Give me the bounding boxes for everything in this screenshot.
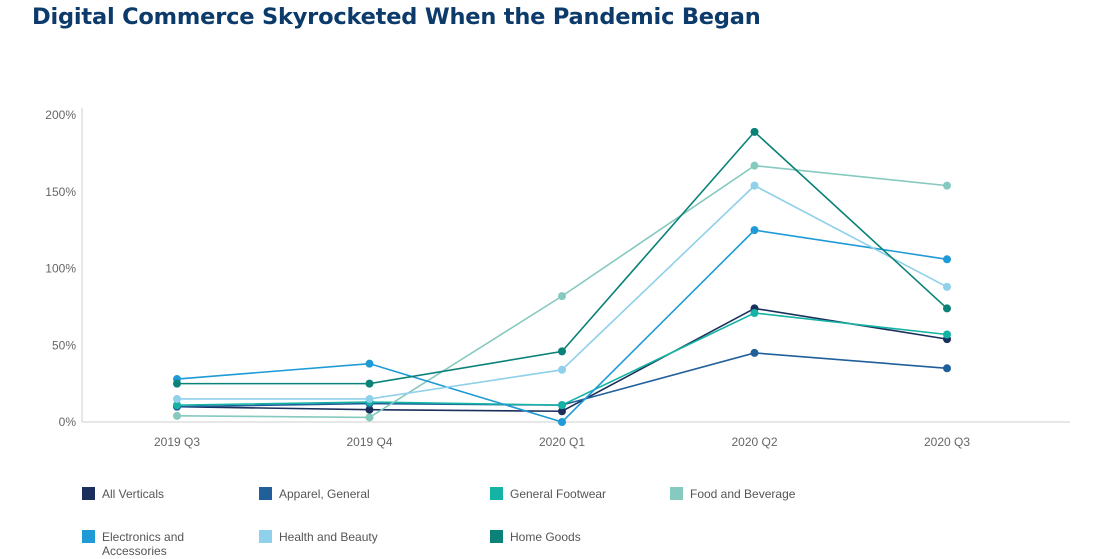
x-tick-label: 2019 Q3: [154, 435, 200, 449]
series-line: [177, 130, 948, 385]
legend-label: Home Goods: [510, 530, 581, 544]
data-point: [365, 413, 374, 422]
legend-item: Food and Beverage: [670, 487, 795, 501]
series-lines: [176, 130, 948, 423]
data-point: [750, 127, 759, 136]
data-point: [558, 401, 566, 410]
legend-swatch: [670, 487, 683, 500]
data-point: [943, 330, 951, 339]
y-tick-label: 0%: [59, 415, 77, 429]
data-point: [943, 364, 951, 373]
legend-label: All Verticals: [102, 487, 165, 501]
data-point: [558, 418, 566, 426]
legend-item: Apparel, General: [259, 487, 370, 501]
data-point: [558, 292, 566, 301]
x-tick-label: 2020 Q1: [539, 435, 585, 449]
legend-swatch: [490, 530, 503, 543]
data-point: [750, 161, 759, 170]
chart-axes: 0% 50% 100% 150% 200% 2019 Q3 2019 Q4 2020 Q1 20…: [45, 108, 1070, 449]
data-point: [558, 407, 566, 416]
legend-swatch: [82, 530, 95, 543]
series-points: [173, 127, 951, 426]
legend-swatch: [259, 530, 272, 543]
legend-item: Electronics and Accessories: [82, 530, 202, 558]
legend-item: General Footwear: [490, 487, 606, 501]
data-point: [750, 309, 759, 318]
y-tick-label: 50%: [52, 338, 76, 352]
legend-swatch: [82, 487, 95, 500]
data-point: [365, 359, 374, 368]
legend-swatch: [259, 487, 272, 500]
data-point: [943, 304, 951, 313]
data-point: [943, 282, 951, 291]
legend-label: Food and Beverage: [690, 487, 796, 501]
data-point: [365, 394, 374, 403]
legend-swatch: [490, 487, 503, 500]
legend-label: Apparel, General: [279, 487, 370, 501]
series-line: [176, 229, 948, 423]
chart-title: Digital Commerce Skyrocketed When the Pa…: [32, 4, 761, 30]
data-point: [750, 181, 759, 190]
legend-label: Electronics and Accessories: [102, 530, 185, 558]
legend-label: Health and Beauty: [279, 530, 378, 544]
data-point: [558, 365, 566, 374]
legend-label: General Footwear: [510, 487, 607, 501]
data-point: [750, 348, 759, 357]
y-tick-label: 200%: [45, 108, 76, 122]
y-tick-label: 100%: [45, 262, 76, 276]
data-point: [173, 411, 181, 420]
legend-item: Health and Beauty: [259, 530, 378, 544]
data-point: [365, 405, 374, 414]
x-tick-label: 2020 Q3: [924, 435, 970, 449]
legend-item: Home Goods: [490, 530, 581, 544]
data-point: [173, 394, 181, 403]
data-point: [943, 181, 951, 190]
data-point: [173, 379, 181, 388]
x-tick-label: 2019 Q4: [346, 435, 392, 449]
data-point: [173, 401, 181, 410]
data-point: [943, 255, 951, 264]
data-point: [558, 347, 566, 356]
y-tick-label: 150%: [45, 185, 76, 199]
legend-item: All Verticals: [82, 487, 164, 501]
x-tick-label: 2020 Q2: [731, 435, 777, 449]
data-point: [750, 226, 759, 235]
data-point: [365, 379, 374, 388]
